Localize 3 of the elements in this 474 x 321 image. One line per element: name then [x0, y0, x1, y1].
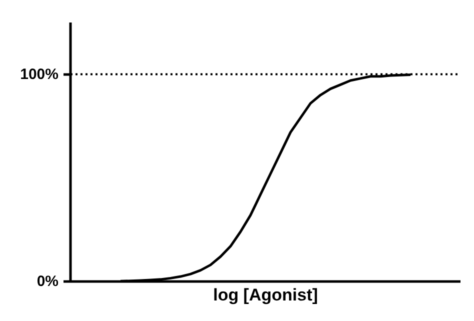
y-tick-label: 0%	[36, 273, 59, 290]
x-axis-title: log [Agonist]	[213, 286, 318, 304]
y-tick-label: 100%	[20, 66, 59, 83]
